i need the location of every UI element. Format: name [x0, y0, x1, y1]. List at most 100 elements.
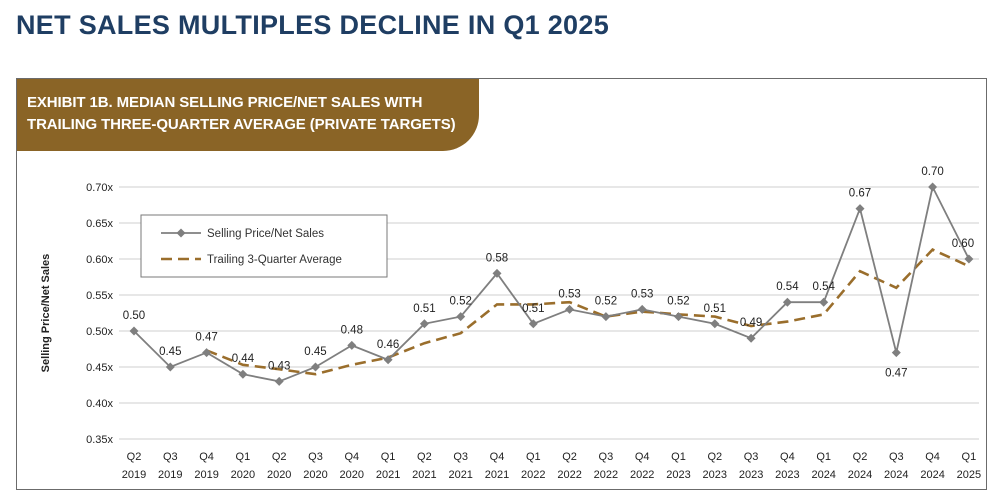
- x-tick-quarter: Q4: [925, 451, 940, 463]
- data-point-marker: [855, 204, 865, 214]
- y-tick-label: 0.60x: [86, 254, 113, 266]
- x-tick-year: 2020: [340, 469, 364, 481]
- exhibit-banner: EXHIBIT 1B. MEDIAN SELLING PRICE/NET SAL…: [17, 79, 479, 151]
- x-tick-year: 2023: [775, 469, 799, 481]
- data-point-marker: [202, 348, 212, 358]
- legend-label-trailing-average: Trailing 3-Quarter Average: [207, 254, 342, 266]
- x-tick-year: 2021: [448, 469, 472, 481]
- data-point-marker: [746, 333, 756, 343]
- data-point-marker: [492, 268, 502, 278]
- data-label: 0.43: [268, 360, 290, 372]
- x-tick-quarter: Q2: [707, 451, 722, 463]
- data-point-marker: [129, 326, 139, 336]
- data-label: 0.54: [813, 281, 836, 293]
- y-tick-label: 0.70x: [86, 182, 113, 194]
- y-axis-title: Selling Price/Net Sales: [40, 254, 52, 373]
- x-tick-year: 2024: [811, 469, 835, 481]
- x-tick-quarter: Q4: [780, 451, 795, 463]
- data-label: 0.51: [522, 303, 544, 315]
- data-point-marker: [891, 348, 901, 358]
- y-tick-label: 0.65x: [86, 218, 113, 230]
- data-point-marker: [710, 319, 720, 329]
- y-tick-label: 0.55x: [86, 290, 113, 302]
- data-label: 0.45: [304, 346, 326, 358]
- data-point-marker: [637, 304, 647, 314]
- data-point-marker: [964, 254, 974, 264]
- data-point-marker: [782, 297, 792, 307]
- data-label: 0.60: [952, 238, 974, 250]
- exhibit-title-line-2: TRAILING THREE-QUARTER AVERAGE (PRIVATE …: [27, 116, 456, 133]
- x-tick-year: 2022: [630, 469, 654, 481]
- data-point-marker: [456, 312, 466, 322]
- data-label: 0.48: [341, 324, 363, 336]
- data-point-marker: [383, 355, 393, 365]
- data-label: 0.46: [377, 339, 399, 351]
- y-tick-label: 0.35x: [86, 434, 113, 446]
- exhibit-title-line-1: EXHIBIT 1B. MEDIAN SELLING PRICE/NET SAL…: [27, 94, 423, 111]
- x-tick-year: 2023: [703, 469, 727, 481]
- legend-marker-selling-price: [176, 228, 186, 238]
- data-point-marker: [528, 319, 538, 329]
- x-tick-year: 2022: [594, 469, 618, 481]
- x-tick-year: 2019: [194, 469, 218, 481]
- x-tick-quarter: Q4: [344, 451, 359, 463]
- legend-box: [140, 214, 388, 278]
- x-tick-year: 2020: [231, 469, 255, 481]
- data-label: 0.54: [776, 281, 799, 293]
- x-tick-year: 2023: [666, 469, 690, 481]
- data-point-marker: [819, 297, 829, 307]
- x-tick-quarter: Q1: [816, 451, 831, 463]
- x-tick-year: 2023: [739, 469, 763, 481]
- x-tick-quarter: Q2: [127, 451, 142, 463]
- y-tick-label: 0.45x: [86, 362, 113, 374]
- data-label: 0.47: [885, 368, 907, 380]
- x-tick-quarter: Q3: [163, 451, 178, 463]
- x-tick-year: 2022: [557, 469, 581, 481]
- data-label: 0.58: [486, 252, 508, 264]
- data-point-marker: [419, 319, 429, 329]
- x-tick-quarter: Q1: [962, 451, 977, 463]
- data-point-marker: [311, 362, 320, 372]
- exhibit-frame: EXHIBIT 1B. MEDIAN SELLING PRICE/NET SAL…: [16, 78, 987, 490]
- x-tick-quarter: Q3: [889, 451, 904, 463]
- x-tick-year: 2024: [884, 469, 908, 481]
- data-label: 0.51: [413, 303, 435, 315]
- x-tick-year: 2025: [957, 469, 981, 481]
- data-point-marker: [238, 369, 248, 379]
- data-label: 0.53: [558, 288, 580, 300]
- data-point-marker: [165, 362, 175, 372]
- data-label: 0.52: [667, 296, 689, 308]
- x-tick-quarter: Q4: [490, 451, 505, 463]
- x-tick-quarter: Q3: [453, 451, 468, 463]
- x-tick-year: 2021: [485, 469, 509, 481]
- x-tick-quarter: Q2: [562, 451, 577, 463]
- x-tick-quarter: Q1: [381, 451, 396, 463]
- x-tick-year: 2021: [376, 469, 400, 481]
- data-point-marker: [274, 376, 284, 386]
- data-label: 0.51: [704, 303, 726, 315]
- x-tick-year: 2019: [122, 469, 146, 481]
- x-tick-year: 2020: [267, 469, 291, 481]
- series-trailing-average-line: [206, 248, 970, 376]
- x-tick-year: 2022: [521, 469, 545, 481]
- x-tick-quarter: Q4: [199, 451, 214, 463]
- data-label: 0.44: [232, 353, 255, 365]
- data-point-marker: [347, 340, 357, 350]
- series-selling-price-line: [133, 184, 970, 383]
- y-tick-label: 0.40x: [86, 398, 113, 410]
- data-point-marker: [565, 304, 575, 314]
- x-tick-year: 2019: [158, 469, 182, 481]
- legend-label-selling-price: Selling Price/Net Sales: [207, 228, 324, 240]
- x-tick-year: 2024: [920, 469, 944, 481]
- x-tick-quarter: Q1: [526, 451, 541, 463]
- data-label: 0.52: [595, 296, 617, 308]
- data-label: 0.49: [740, 317, 762, 329]
- page-title: NET SALES MULTIPLES DECLINE IN Q1 2025: [16, 10, 610, 40]
- data-label: 0.70: [921, 166, 943, 178]
- data-label: 0.67: [849, 188, 871, 200]
- x-tick-quarter: Q2: [853, 451, 868, 463]
- x-tick-year: 2024: [848, 469, 872, 481]
- x-tick-year: 2020: [303, 469, 327, 481]
- x-tick-year: 2021: [412, 469, 436, 481]
- x-tick-quarter: Q4: [635, 451, 650, 463]
